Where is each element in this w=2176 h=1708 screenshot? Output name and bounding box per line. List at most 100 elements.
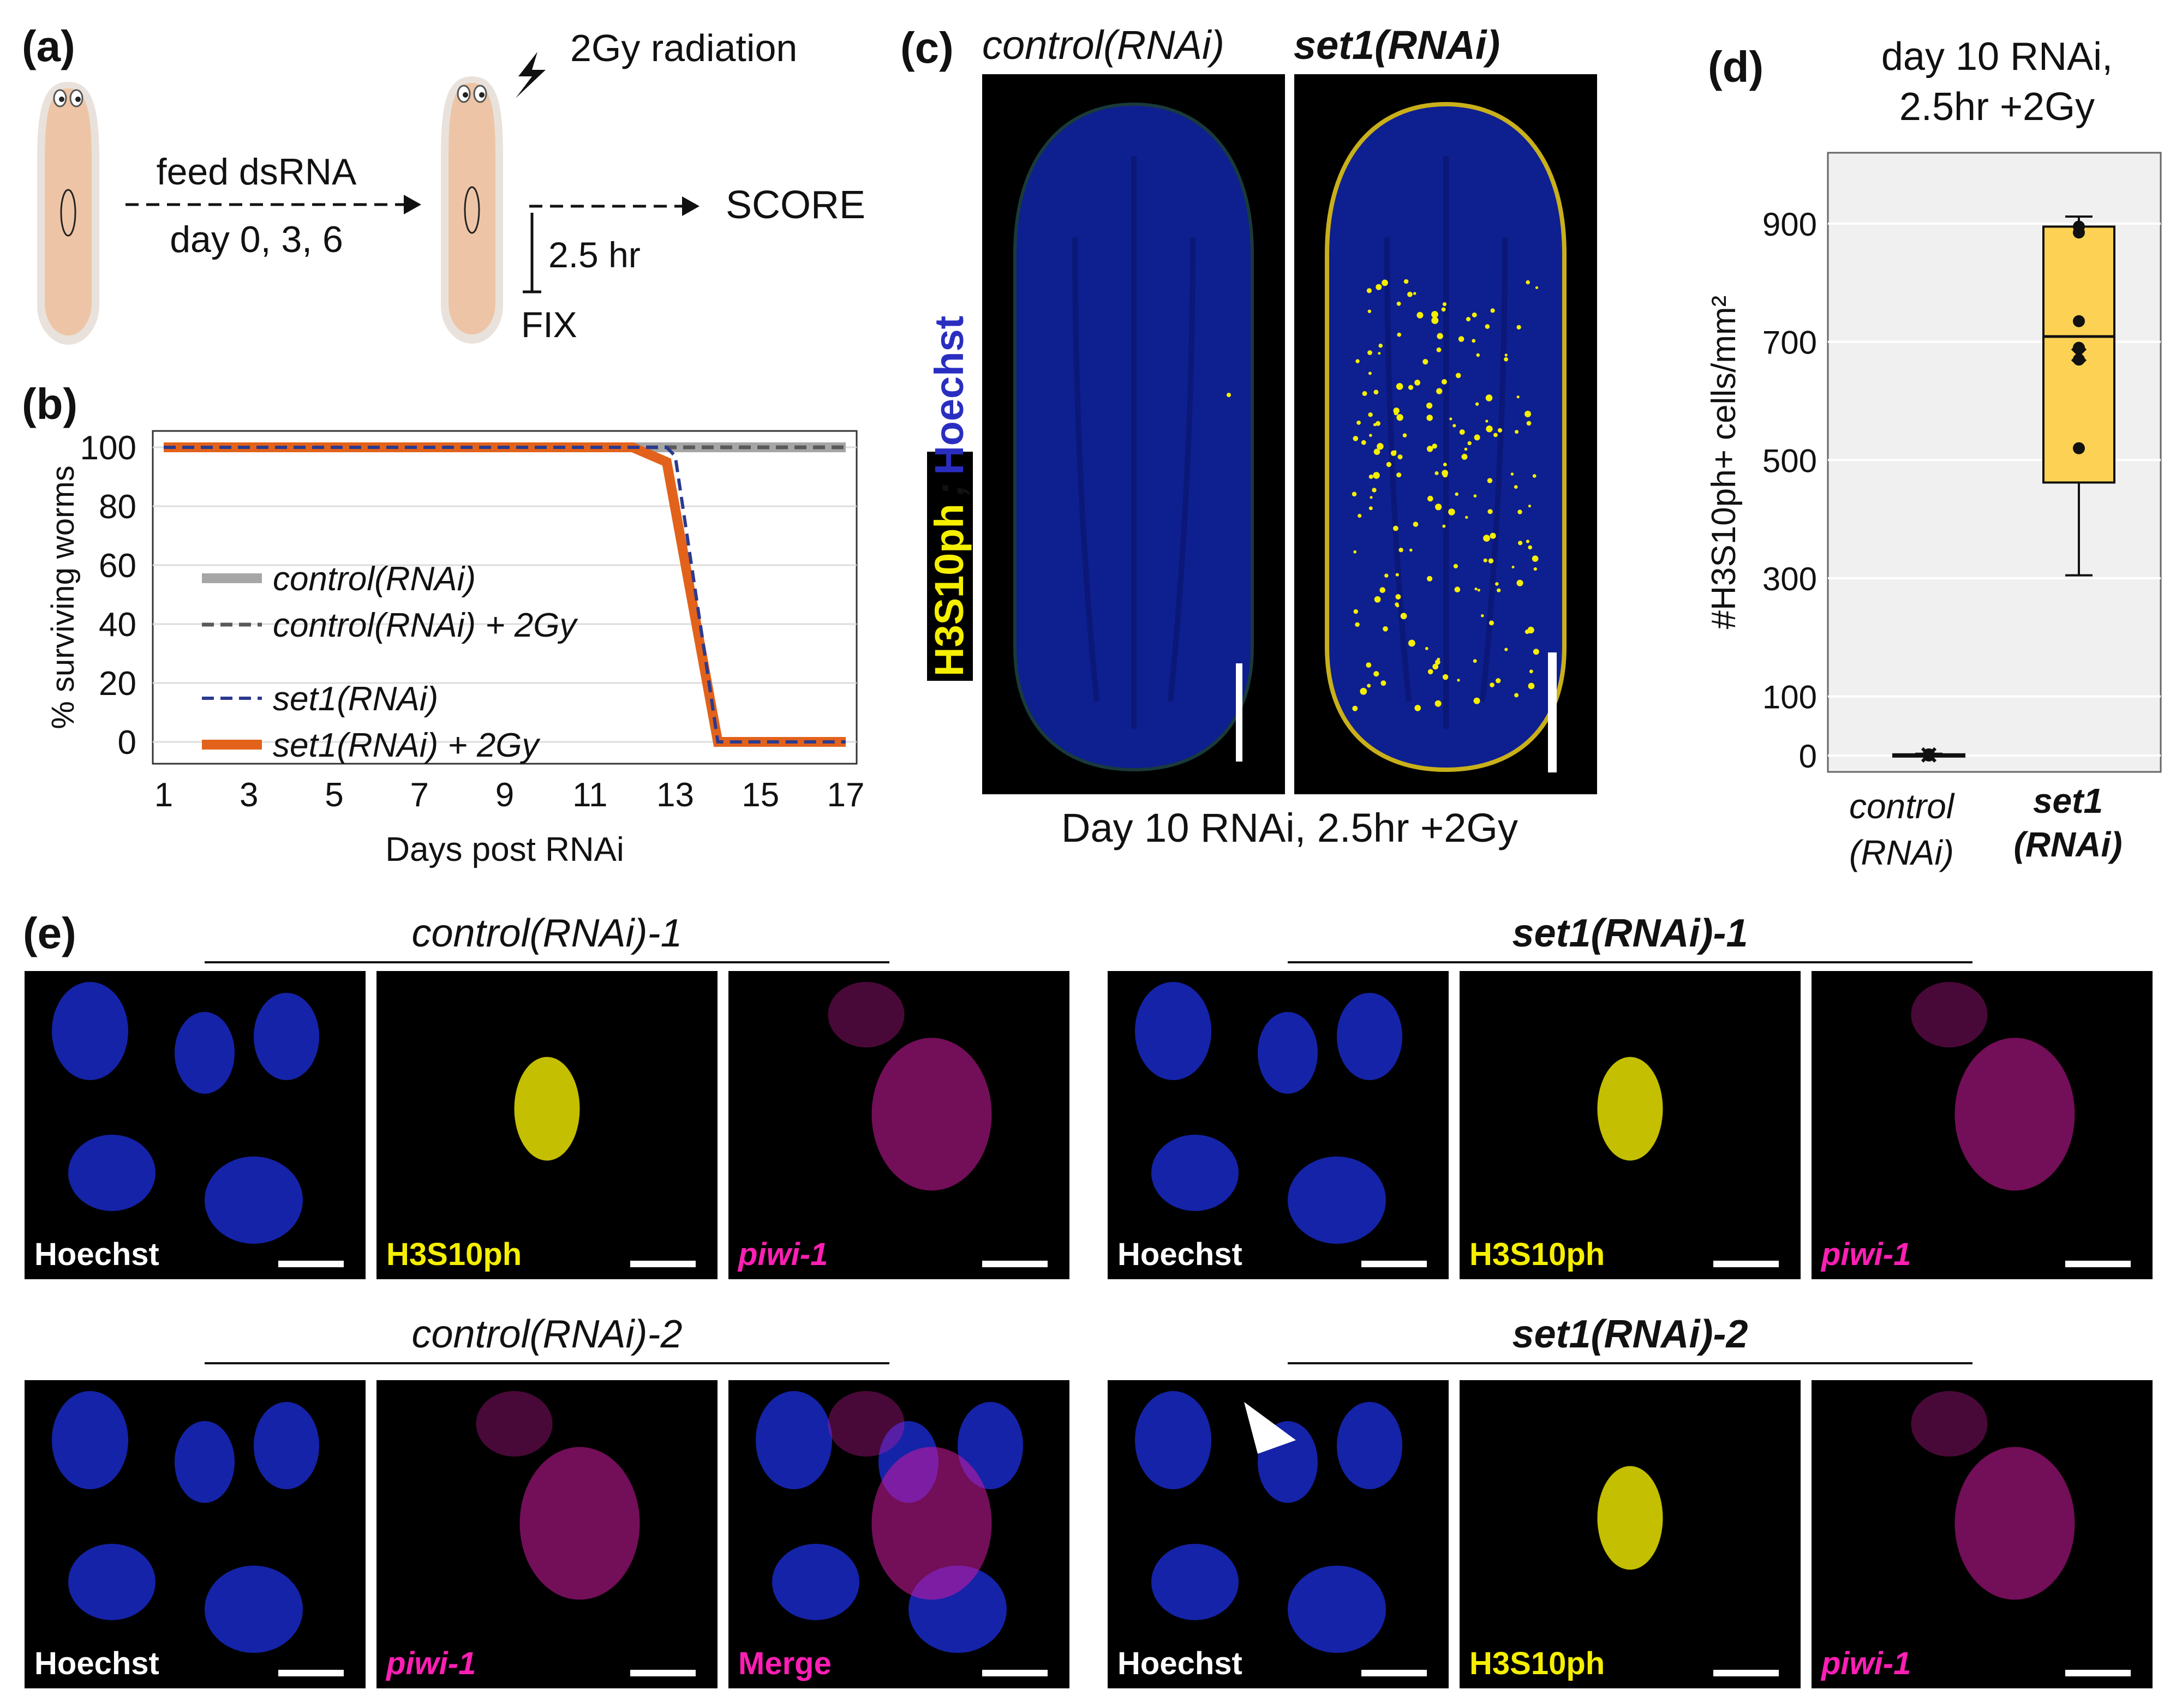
x-tick-label: 3 [240, 776, 258, 814]
group-underline [1288, 961, 1972, 963]
h3s10ph-signal-dot [1435, 504, 1442, 511]
panel-d-label: (d) [1708, 43, 1763, 91]
nucleus [254, 993, 319, 1080]
y-tick-label: 60 [99, 547, 136, 585]
micrograph-image [1135, 982, 1402, 1244]
h3s10ph-signal-dot [1413, 292, 1416, 295]
piwi-1-signal [871, 1038, 992, 1191]
scale-bar [982, 1261, 1048, 1267]
micrograph-image [52, 1391, 319, 1653]
y-tick-label: 20 [99, 665, 136, 703]
micrograph-panel: Hoechst [1108, 1380, 1449, 1688]
h3s10ph-signal-dot [1353, 436, 1359, 441]
h3s10ph-signal-dot [1517, 510, 1522, 514]
h3s10ph-signal-dot [1435, 660, 1440, 665]
h3s10ph-signal-dot [1373, 671, 1379, 677]
h3s10ph-signal-dot [1533, 649, 1539, 655]
h3s10ph-signal-dot [1427, 576, 1433, 582]
y-tick-label: 40 [99, 606, 136, 644]
h3s10ph-signal-dot [1515, 430, 1519, 434]
h3s10ph-signal-dot [1504, 357, 1508, 362]
h3s10ph-signal-dot [1474, 588, 1478, 591]
fix-text: FIX [521, 304, 577, 345]
y-axis-label: % surviving worms [45, 465, 81, 729]
x-tick-label: 13 [656, 776, 694, 814]
nucleus [52, 982, 128, 1080]
h3s10ph-signal-dot [1485, 394, 1493, 401]
h3s10ph-signal-dot [1528, 505, 1531, 508]
h3s10ph-signal-dot [1396, 472, 1402, 478]
nucleus [1151, 1135, 1239, 1211]
h3s10ph-signal-dot [1427, 495, 1433, 502]
micrograph-label: Hoechst [34, 1237, 159, 1272]
panel-e-label: (e) [23, 909, 76, 957]
nucleus [958, 1402, 1023, 1489]
h3s10ph-signal-dot [1533, 567, 1537, 571]
h3s10ph-signal-dot [1490, 532, 1496, 539]
h3s10ph-signal-dot [1395, 602, 1399, 607]
scale-bar [278, 1261, 344, 1267]
h3s10ph-signal-dot [1352, 492, 1357, 496]
stain-separator: ; [926, 483, 972, 496]
h3s10ph-signal-dot [1528, 682, 1535, 690]
h3s10ph-signal [514, 1057, 580, 1161]
h3s10ph-signal-dot [1443, 463, 1447, 466]
micrograph-panel: piwi-1 [1812, 971, 2153, 1279]
mean-marker [1921, 747, 1937, 763]
micrograph-panel: H3S10ph [376, 971, 718, 1279]
h3s10ph-signal-dot [1353, 550, 1357, 554]
h3s10ph-signal-dot [1527, 626, 1534, 634]
group-title: set1(RNAi)-2 [1512, 1313, 1748, 1356]
micrograph-panel: Hoechst [25, 971, 366, 1279]
h3s10ph-signal-dot [1510, 472, 1514, 476]
x-tick-label: 15 [742, 776, 779, 814]
h3s10ph-signal-dot [1408, 385, 1414, 390]
h3s10ph-signal-dot [1397, 332, 1401, 337]
x-tick-label: 5 [325, 776, 343, 814]
scale-bar [1713, 1261, 1779, 1267]
h3s10ph-signal-dot [1464, 447, 1468, 451]
piwi-1-signal [1954, 1447, 2075, 1600]
nucleus [756, 1391, 832, 1489]
micrograph-control-whole-worm [982, 74, 1285, 794]
h3s10ph-signal-dot [1481, 614, 1484, 618]
h3s10ph-signal-dot [1452, 424, 1456, 428]
feed-arrow-head [404, 195, 421, 214]
panel-c-label: (c) [900, 23, 954, 72]
group-title: control(RNAi)-2 [411, 1313, 683, 1356]
h3s10ph-signal-dot [1373, 472, 1380, 479]
h3s10ph-signal-dot [1483, 535, 1490, 542]
h3s10ph-signal-dot [1474, 434, 1480, 441]
h3s10ph-signal-dot [1518, 541, 1523, 546]
h3s10ph-signal-dot [1360, 687, 1367, 695]
plot-area [152, 430, 858, 765]
h3s10ph-signal-dot [1414, 705, 1421, 711]
scale-bar [1361, 1670, 1427, 1676]
h3s10ph-signal-dot [1442, 302, 1447, 307]
group-underline [1288, 1362, 1972, 1364]
h3s10ph-signal-dot [1394, 411, 1398, 416]
h3s10ph-signal-dot [1356, 421, 1361, 425]
h3s10ph-signal-dot [1511, 566, 1515, 568]
h3s10ph-signal-dot [1504, 353, 1508, 357]
h3s10ph-signal-dot [1466, 317, 1471, 322]
scale-bar [2065, 1261, 2131, 1267]
x-category-label-1: control [1849, 787, 1955, 826]
h3s10ph-signal-dot [1526, 280, 1530, 285]
y-tick-label: 700 [1762, 325, 1817, 361]
series-line-4 [164, 442, 846, 747]
h3s10ph-signal-dot [1485, 419, 1488, 423]
panel-a: (a) feed dsRNA day 0, 3, 6 2Gy radiation… [22, 22, 865, 345]
h3s10ph-signal-dot [1373, 389, 1379, 395]
x-tick-label: 7 [410, 776, 429, 814]
h3s10ph-signal-dot [1396, 301, 1401, 306]
h3s10ph-signal-dot [1400, 613, 1407, 620]
h3s10ph-signal-dot [1395, 594, 1401, 600]
micrograph-panel: piwi-1 [376, 1380, 718, 1688]
nucleus [175, 1421, 235, 1503]
h3s10ph-signal-dot [1442, 674, 1449, 680]
micrograph-panel: H3S10ph [1460, 1380, 1801, 1688]
h3s10ph-signal [1597, 1466, 1663, 1570]
h3s10ph-signal-dot [1374, 596, 1381, 603]
score-text: SCORE [726, 183, 865, 227]
